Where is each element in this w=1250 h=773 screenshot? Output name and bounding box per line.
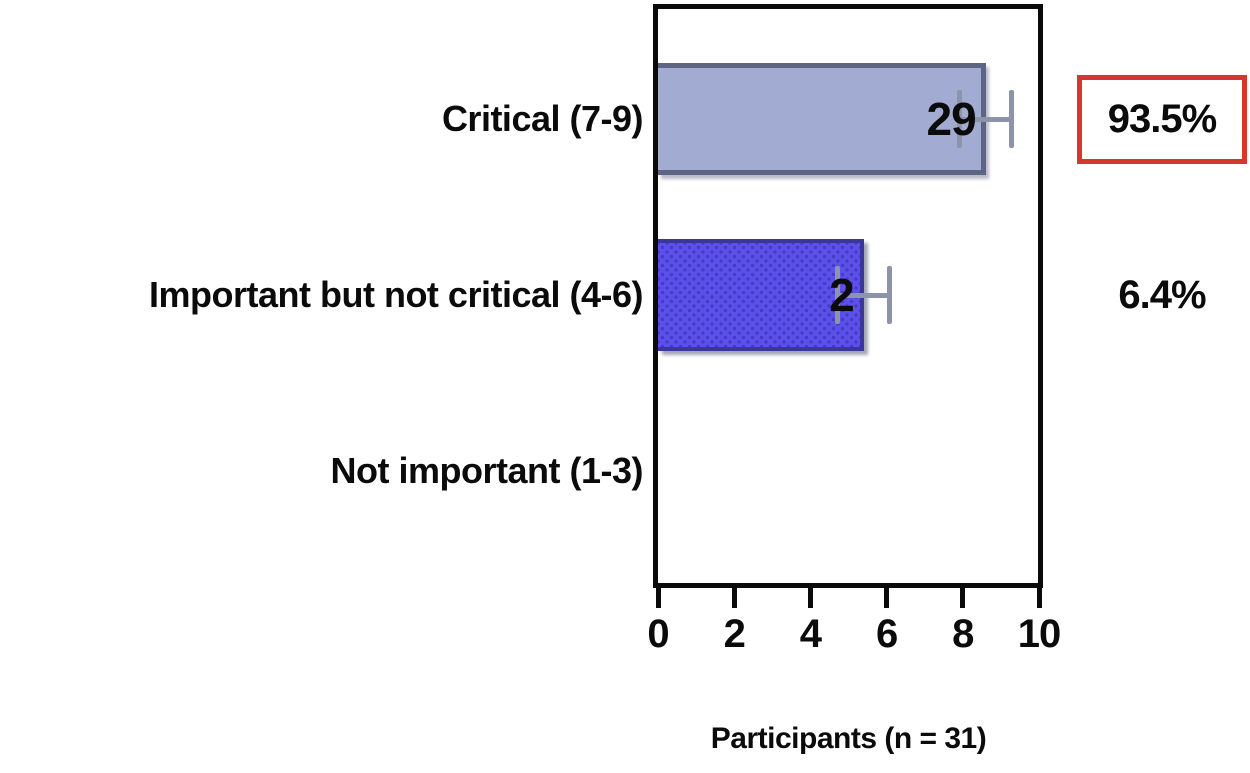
x-tick-10	[1036, 583, 1042, 608]
error-bar-cap-left	[835, 266, 841, 324]
error-bar-cap-left	[956, 90, 962, 148]
x-tick-label: 10	[1017, 612, 1062, 656]
bar-critical	[658, 63, 986, 175]
percent-highlight-box: 93.5%	[1077, 75, 1247, 164]
x-tick-2	[731, 583, 737, 608]
x-tick-label: 0	[647, 612, 669, 656]
x-tick-8	[960, 583, 966, 608]
bar-row-important-not-critical: 2	[658, 239, 1218, 351]
category-label-important-not-critical: Important but not critical (4-6)	[148, 274, 644, 315]
bar-row-not-important	[658, 415, 1218, 527]
error-bar-cap-right	[887, 266, 893, 324]
x-tick-4	[807, 583, 813, 608]
x-tick-label: 2	[723, 612, 746, 656]
x-tick-label: 6	[875, 612, 898, 656]
error-bar-line	[837, 293, 891, 298]
bar-important-not-critical	[658, 239, 864, 351]
x-tick-0	[655, 583, 661, 608]
x-axis-title: Participants (n = 31)	[710, 722, 987, 755]
percent-label-critical: 93.5%	[1107, 97, 1217, 141]
error-bar-cap-right	[1009, 90, 1015, 148]
x-tick-label: 4	[799, 612, 822, 656]
category-label-critical: Critical (7-9)	[441, 98, 644, 139]
x-tick-6	[884, 583, 890, 608]
category-label-not-important: Not important (1-3)	[330, 450, 644, 491]
x-tick-label: 8	[952, 612, 974, 656]
error-bar-line	[958, 117, 1013, 122]
bar-row-critical: 29	[658, 63, 1218, 175]
percent-label-important-not-critical: 6.4%	[1118, 272, 1206, 317]
bar-count-label: 29	[926, 93, 976, 145]
bar-count-label: 2	[829, 269, 855, 321]
